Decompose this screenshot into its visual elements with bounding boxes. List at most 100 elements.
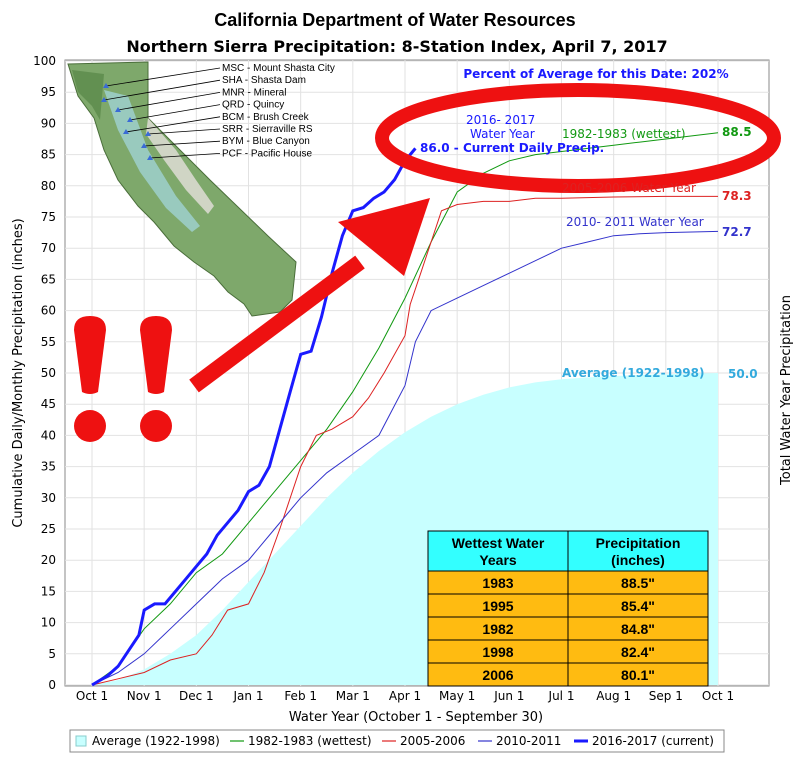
station-marker (127, 117, 133, 122)
wettest-label: 1982-1983 (wettest) (562, 127, 686, 141)
table-cell (567, 662, 709, 687)
table-value: 82.4" (621, 644, 655, 660)
y-tick-label: 85 (41, 148, 56, 162)
current-label-line1: 2016- 2017 (466, 113, 535, 127)
y-tick-label: 20 (41, 553, 56, 567)
table-year: 1982 (482, 621, 513, 637)
y-tick-label: 60 (41, 304, 56, 318)
y2011-end-value: 72.7 (722, 225, 752, 239)
table-value: 80.1" (621, 667, 655, 683)
california-map (67, 61, 297, 317)
x-tick-label: May 1 (439, 689, 475, 703)
table-header-text: Years (479, 552, 517, 568)
station-marker (123, 129, 129, 134)
x-tick-label: Jul 1 (548, 689, 575, 703)
x-tick-label: Sep 1 (649, 689, 683, 703)
y-tick-label: 15 (41, 584, 56, 598)
legend-box (69, 729, 725, 753)
station-label: SRR - Sierraville RS (222, 124, 313, 135)
series-line-2 (91, 195, 718, 686)
station-leader-line (149, 153, 221, 159)
y-tick-label: 90 (41, 116, 56, 130)
station-label: SHA - Shasta Dam (222, 75, 306, 86)
table-header-cell (567, 530, 709, 572)
x-tick-label: Jan 1 (233, 689, 264, 703)
legend-label: 2005-2006 (400, 734, 465, 748)
highlight-oval (375, 83, 781, 193)
station-leader-line (147, 128, 221, 135)
x-tick-label: Oct 1 (702, 689, 734, 703)
exclamation-1-bar (74, 316, 106, 394)
current-label: 2016- 2017 Water Year 86.0 - Current Dai… (420, 113, 604, 155)
table-year: 1998 (482, 644, 513, 660)
current-value-label: 86.0 - Current Daily Precip. (420, 141, 604, 155)
y2011-label: 2010- 2011 Water Year (566, 215, 704, 229)
y-tick-label: 80 (41, 179, 56, 193)
series-line-4 (91, 147, 417, 687)
percent-note: Percent of Average for this Date: 202% (463, 67, 728, 81)
station-marker (141, 143, 147, 148)
station-leader-line (129, 104, 221, 121)
x-tick-label: Dec 1 (179, 689, 214, 703)
table-header-text: (inches) (611, 552, 665, 568)
station-label: BYM - Blue Canyon (222, 136, 310, 147)
legend-label: Average (1922-1998) (92, 734, 220, 748)
station-marker (115, 107, 121, 112)
station-leader-line (143, 140, 221, 147)
red-arrow (189, 198, 430, 393)
y-tick-label: 0 (48, 678, 56, 692)
y-tick-label: 35 (41, 460, 56, 474)
table-header-text: Wettest Water (452, 535, 545, 551)
y-tick-label: 65 (41, 272, 56, 286)
y2006-label: 2005-2006 Water Year (562, 181, 696, 195)
exclamation-mark-2 (140, 316, 172, 442)
station-leader-line (125, 116, 221, 133)
arrow-shaft (189, 255, 365, 393)
x-tick-label: Mar 1 (336, 689, 370, 703)
sierra-shape (146, 118, 214, 214)
series-line-1 (91, 132, 719, 686)
table-year: 2006 (482, 667, 513, 683)
average-end-value: 50.0 (728, 367, 758, 381)
y-tick-label: 30 (41, 491, 56, 505)
coast-range-shape (72, 70, 104, 120)
exclamation-1-dot (74, 410, 106, 442)
station-marker (147, 155, 153, 160)
x-axis-ticks: Oct 1 Nov 1 Dec 1 Jan 1 Feb 1 Mar 1 Apr 1 May 1… (76, 689, 734, 703)
y-tick-label: 10 (41, 616, 56, 630)
x-tick-label: Apr 1 (389, 689, 421, 703)
y-tick-label: 50 (41, 366, 56, 380)
station-marker (103, 83, 109, 88)
legend-swatch (75, 735, 87, 747)
legend-label: 1982-1983 (wettest) (248, 734, 372, 748)
station-leader-line (103, 79, 221, 101)
station-label: MSC - Mount Shasta City (222, 63, 335, 74)
y-tick-label: 70 (41, 241, 56, 255)
y-axis-ticks: 0 5 10 15 20 25 30 35 40 45 50 55 60 65 70 75 80 85 90 95 10… (33, 54, 56, 692)
y-tick-label: 45 (41, 397, 56, 411)
station-marker (145, 131, 151, 136)
station-label: PCF - Pacific House (222, 148, 312, 159)
station-leader-line (105, 67, 221, 87)
table-header-text: Precipitation (596, 535, 681, 551)
y-tick-label: 55 (41, 335, 56, 349)
current-label-line2: Water Year (470, 127, 535, 141)
station-label: QRD - Quincy (222, 100, 284, 111)
y-tick-label: 40 (41, 428, 56, 442)
chart-subtitle: Northern Sierra Precipitation: 8-Station… (126, 37, 667, 56)
central-valley-shape (104, 90, 200, 232)
x-tick-label: Feb 1 (284, 689, 317, 703)
y-axis-right-label: Total Water Year Precipitation (779, 295, 794, 486)
series-line-3 (91, 230, 719, 686)
average-label: Average (1922-1998) (562, 366, 705, 380)
arrow-head (338, 198, 430, 276)
x-tick-label: Jun 1 (493, 689, 524, 703)
station-label: BCM - Brush Creek (222, 112, 310, 123)
legend: Average (1922-1998) 1982-1983 (wettest) 20… (75, 734, 714, 748)
y-tick-label: 5 (48, 647, 56, 661)
table-header-cell (427, 530, 569, 572)
exclamation-2-bar (140, 316, 172, 394)
table-year: 1983 (482, 575, 513, 591)
